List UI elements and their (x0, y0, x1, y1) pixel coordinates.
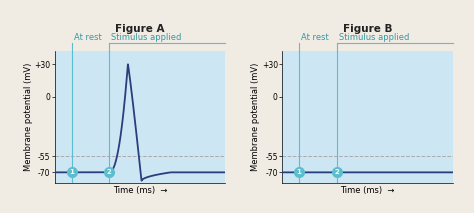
Text: 1: 1 (69, 169, 74, 175)
Text: Stimulus applied: Stimulus applied (111, 33, 182, 42)
Title: Figure B: Figure B (343, 24, 392, 34)
Text: Stimulus applied: Stimulus applied (339, 33, 410, 42)
X-axis label: Time (ms)  →: Time (ms) → (113, 186, 167, 195)
Y-axis label: Membrane potential (mV): Membrane potential (mV) (251, 63, 260, 171)
Text: 2: 2 (107, 169, 111, 175)
Text: At rest: At rest (74, 33, 102, 42)
Text: 2: 2 (334, 169, 339, 175)
Title: Figure A: Figure A (115, 24, 164, 34)
X-axis label: Time (ms)  →: Time (ms) → (340, 186, 394, 195)
Text: 1: 1 (297, 169, 301, 175)
Y-axis label: Membrane potential (mV): Membrane potential (mV) (24, 63, 33, 171)
Text: At rest: At rest (301, 33, 329, 42)
